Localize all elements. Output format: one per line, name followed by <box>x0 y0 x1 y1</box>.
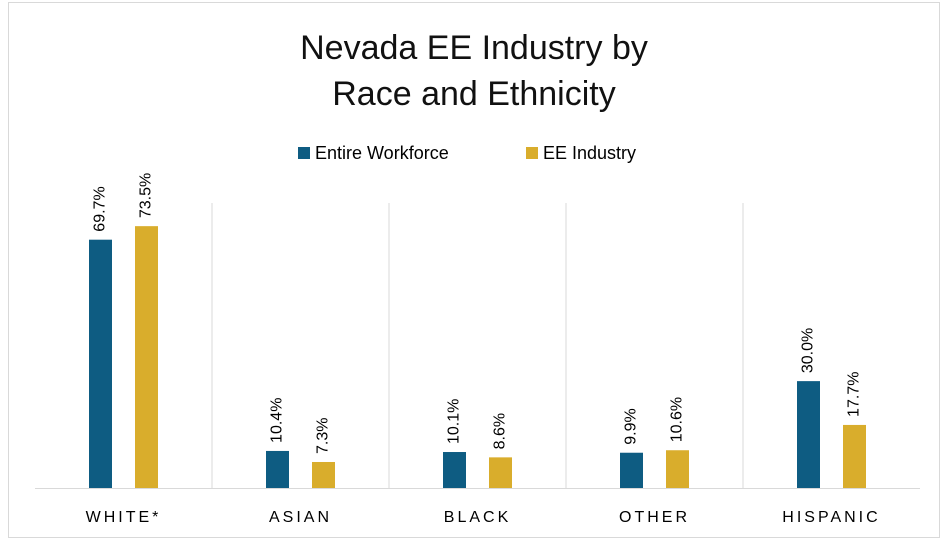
legend-label: Entire Workforce <box>315 143 449 163</box>
bar <box>843 424 866 488</box>
data-label: 10.4% <box>269 398 286 443</box>
data-label: 73.5% <box>138 173 155 218</box>
bar <box>443 452 466 488</box>
bar <box>620 452 643 488</box>
data-label: 9.9% <box>623 408 640 444</box>
data-label: 30.0% <box>800 328 817 373</box>
legend-label: EE Industry <box>543 143 636 163</box>
data-label: 10.1% <box>446 399 463 444</box>
bar <box>266 450 289 488</box>
data-label: 8.6% <box>492 413 509 449</box>
x-tick-label: OTHER <box>619 509 690 526</box>
chart-title: Nevada EE Industry by <box>300 29 648 67</box>
legend-swatch <box>526 147 538 159</box>
x-tick-label: HISPANIC <box>782 509 880 526</box>
data-label: 10.6% <box>669 397 686 442</box>
x-tick-label: BLACK <box>444 509 511 526</box>
chart-border <box>8 2 940 538</box>
x-tick-label: WHITE* <box>86 509 162 526</box>
bar <box>666 450 689 488</box>
bar <box>489 457 512 488</box>
bar <box>797 381 820 488</box>
bar <box>312 461 335 488</box>
bar <box>135 226 158 488</box>
chart-title: Race and Ethnicity <box>332 75 616 113</box>
x-tick-label: ASIAN <box>269 509 332 526</box>
data-label: 7.3% <box>315 418 332 454</box>
legend-swatch <box>298 147 310 159</box>
data-label: 69.7% <box>92 186 109 231</box>
data-label: 17.7% <box>846 372 863 417</box>
bar <box>89 239 112 488</box>
